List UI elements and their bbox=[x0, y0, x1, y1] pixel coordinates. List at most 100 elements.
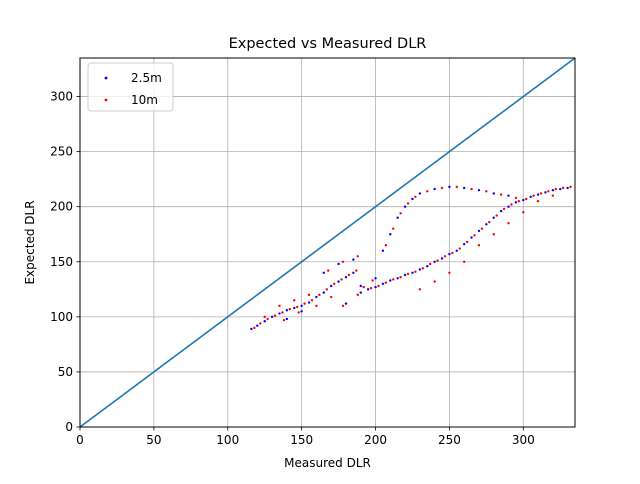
data-point bbox=[293, 306, 296, 310]
data-point bbox=[426, 190, 429, 193]
y-tick-label: 300 bbox=[50, 90, 73, 104]
data-point bbox=[384, 244, 388, 247]
data-point bbox=[426, 264, 429, 268]
x-tick-label: 0 bbox=[76, 433, 84, 447]
data-point bbox=[396, 216, 399, 219]
data-point bbox=[559, 187, 562, 191]
data-point bbox=[256, 324, 259, 327]
x-tick-label: 50 bbox=[146, 433, 161, 447]
data-point bbox=[448, 271, 451, 274]
data-point bbox=[451, 251, 454, 255]
data-point bbox=[307, 301, 311, 304]
legend-marker-2.5m bbox=[104, 76, 108, 80]
data-point bbox=[455, 249, 458, 252]
x-tick-label: 250 bbox=[438, 433, 461, 447]
data-point bbox=[470, 187, 473, 191]
data-point bbox=[356, 293, 359, 297]
data-point bbox=[297, 311, 300, 314]
data-point bbox=[282, 318, 286, 322]
data-point bbox=[418, 268, 422, 271]
data-point bbox=[310, 299, 314, 302]
data-point bbox=[554, 187, 557, 191]
data-point bbox=[355, 269, 358, 272]
data-point bbox=[278, 304, 281, 308]
data-point bbox=[406, 202, 410, 205]
y-tick-label: 200 bbox=[50, 200, 73, 214]
data-point bbox=[539, 192, 543, 195]
data-point bbox=[337, 280, 340, 283]
data-point bbox=[544, 191, 547, 194]
data-point bbox=[347, 273, 351, 277]
data-point bbox=[499, 209, 503, 213]
data-point bbox=[396, 277, 399, 280]
data-point bbox=[462, 186, 466, 190]
data-point bbox=[288, 307, 292, 311]
data-point bbox=[411, 197, 414, 201]
data-point bbox=[455, 185, 458, 189]
x-tick-label: 300 bbox=[512, 433, 535, 447]
data-point bbox=[399, 212, 402, 215]
data-point bbox=[389, 233, 392, 236]
data-point bbox=[418, 192, 422, 195]
data-point bbox=[266, 317, 269, 321]
data-point bbox=[551, 194, 555, 197]
data-point bbox=[315, 304, 318, 308]
data-point bbox=[332, 282, 336, 286]
data-point bbox=[421, 267, 425, 270]
data-point bbox=[253, 326, 256, 330]
data-point bbox=[369, 287, 373, 290]
data-point bbox=[352, 258, 355, 261]
data-point bbox=[470, 236, 473, 239]
data-point bbox=[374, 285, 377, 289]
legend-marker-10m bbox=[104, 98, 108, 102]
data-point bbox=[352, 271, 355, 274]
data-point bbox=[485, 190, 488, 193]
data-point bbox=[384, 281, 388, 284]
data-point bbox=[303, 302, 306, 305]
data-point bbox=[340, 278, 343, 281]
data-point bbox=[488, 220, 491, 224]
y-tick-label: 150 bbox=[50, 255, 73, 269]
data-point bbox=[406, 272, 410, 276]
data-point bbox=[473, 234, 476, 237]
legend-box bbox=[87, 62, 174, 112]
data-point bbox=[278, 312, 281, 315]
data-point bbox=[322, 271, 326, 274]
data-point bbox=[522, 211, 525, 214]
data-point bbox=[307, 293, 311, 297]
data-point bbox=[433, 280, 436, 283]
data-point bbox=[300, 310, 303, 313]
data-point bbox=[510, 203, 513, 206]
reference-line bbox=[79, 57, 576, 428]
series-2.5m bbox=[250, 185, 569, 331]
data-point bbox=[392, 278, 395, 281]
data-point bbox=[514, 201, 518, 204]
data-point bbox=[259, 322, 262, 325]
data-point bbox=[507, 194, 510, 197]
plot-area-frame bbox=[79, 57, 576, 428]
reference-line-layer bbox=[79, 57, 576, 428]
x-tick-label: 150 bbox=[290, 433, 313, 447]
data-point bbox=[337, 262, 340, 266]
data-point bbox=[433, 187, 436, 191]
data-point bbox=[477, 244, 481, 247]
data-point bbox=[377, 284, 380, 288]
data-point bbox=[547, 190, 550, 193]
series-10m bbox=[253, 185, 572, 330]
data-point bbox=[440, 186, 444, 190]
y-tick-label: 250 bbox=[50, 145, 73, 159]
data-point bbox=[532, 194, 535, 197]
data-point bbox=[485, 223, 488, 226]
data-point bbox=[300, 304, 303, 308]
data-point bbox=[325, 288, 328, 291]
data-point bbox=[517, 199, 521, 203]
data-point bbox=[414, 195, 417, 198]
data-point bbox=[477, 229, 481, 233]
data-point bbox=[499, 193, 503, 196]
data-point bbox=[433, 260, 436, 263]
data-point bbox=[263, 315, 266, 319]
data-point bbox=[462, 242, 466, 246]
y-tick-label: 50 bbox=[58, 365, 73, 379]
data-point bbox=[514, 196, 518, 200]
